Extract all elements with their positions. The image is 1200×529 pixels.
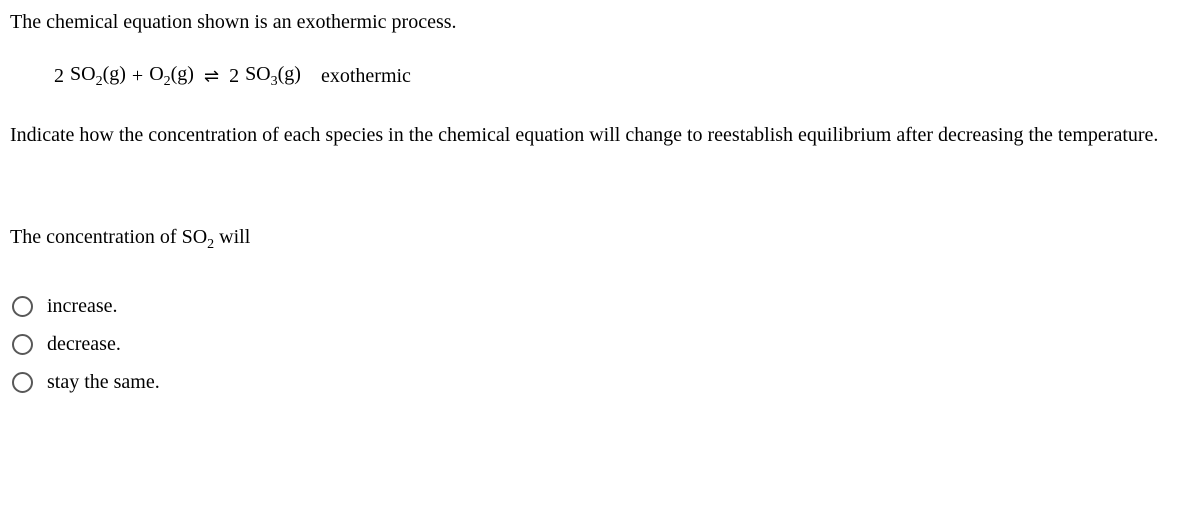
coef-1: 2 bbox=[54, 62, 64, 90]
options-group: increase. decrease. stay the same. bbox=[12, 292, 1190, 396]
intro-text: The chemical equation shown is an exothe… bbox=[10, 8, 1190, 36]
radio-icon bbox=[12, 334, 33, 355]
option-stay-same[interactable]: stay the same. bbox=[12, 368, 1190, 396]
arrow-left: ↽ bbox=[204, 74, 219, 82]
species-so3-phase: (g) bbox=[278, 63, 301, 85]
species-o2-sub: 2 bbox=[164, 74, 171, 89]
exothermic-label: exothermic bbox=[321, 62, 411, 90]
question-text: The concentration of SO2 will bbox=[10, 223, 1190, 255]
species-so2-phase: (g) bbox=[103, 63, 126, 85]
question-prefix: The concentration of bbox=[10, 226, 182, 248]
instruction-text: Indicate how the concentration of each s… bbox=[10, 120, 1190, 151]
option-increase[interactable]: increase. bbox=[12, 292, 1190, 320]
species-so3: SO3(g) bbox=[245, 60, 301, 92]
option-label: increase. bbox=[47, 292, 118, 320]
question-suffix: will bbox=[214, 226, 250, 248]
species-so2: SO2(g) bbox=[70, 60, 126, 92]
option-label: stay the same. bbox=[47, 368, 160, 396]
species-so2-base: SO bbox=[70, 63, 96, 85]
radio-icon bbox=[12, 296, 33, 317]
species-so3-sub: 3 bbox=[271, 74, 278, 89]
chemical-equation: 2 SO2(g) + O2(g) ⇀ ↽ 2 SO3(g) exothermic bbox=[54, 60, 1190, 92]
species-o2: O2(g) bbox=[149, 60, 194, 92]
equilibrium-arrows-icon: ⇀ ↽ bbox=[204, 68, 219, 84]
species-so3-base: SO bbox=[245, 63, 271, 85]
species-o2-phase: (g) bbox=[171, 63, 194, 85]
plus-sign: + bbox=[132, 62, 143, 90]
question-species-base: SO bbox=[182, 226, 208, 248]
radio-icon bbox=[12, 372, 33, 393]
option-decrease[interactable]: decrease. bbox=[12, 330, 1190, 358]
option-label: decrease. bbox=[47, 330, 121, 358]
species-o2-base: O bbox=[149, 63, 163, 85]
coef-2: 2 bbox=[229, 62, 239, 90]
species-so2-sub: 2 bbox=[96, 74, 103, 89]
question-species: SO2 bbox=[182, 226, 215, 248]
